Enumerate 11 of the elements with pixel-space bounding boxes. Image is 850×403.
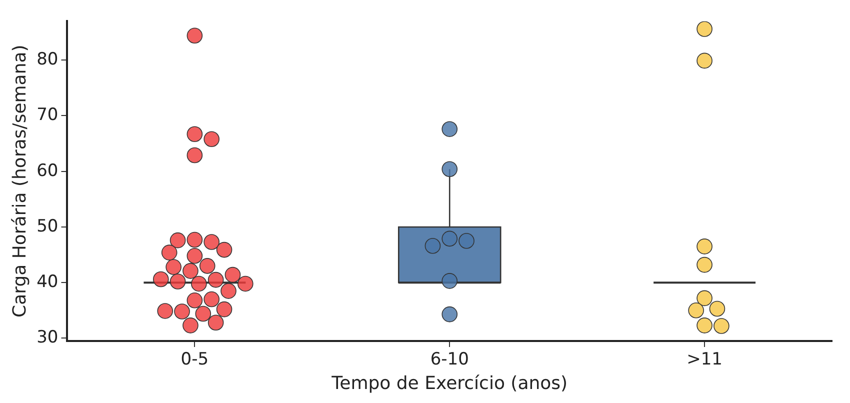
x-tick-label: 6-10 <box>430 350 469 370</box>
x-tick-label: 0-5 <box>180 350 209 370</box>
y-axis-title: Carga Horária (horas/semana) <box>9 44 30 318</box>
y-tick-label: 60 <box>36 160 58 181</box>
x-axis-title: Tempo de Exercício (anos) <box>330 372 568 394</box>
y-tick-label: 50 <box>36 216 58 236</box>
y-tick-label: 70 <box>36 105 58 126</box>
y-tick-label: 40 <box>36 272 58 292</box>
y-tick-label: 30 <box>36 328 58 348</box>
x-tick-label: >11 <box>686 350 722 370</box>
y-tick-label: 80 <box>36 50 58 70</box>
